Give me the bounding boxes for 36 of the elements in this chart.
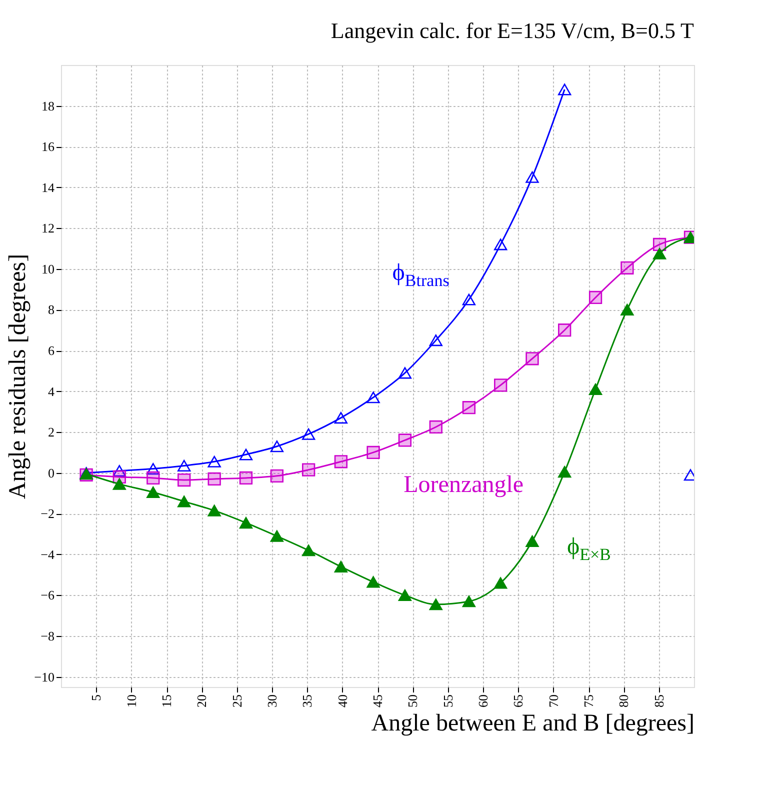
y-tick-label: 6: [48, 343, 55, 358]
x-tick-label: 55: [440, 694, 456, 708]
y-axis-title: Angle residuals [degrees]: [5, 254, 32, 500]
x-tick-label: 10: [124, 694, 139, 708]
y-tick-label: 2: [48, 424, 54, 440]
y-tick-label: 14: [42, 180, 55, 195]
y-tick-label: −8: [40, 628, 54, 644]
x-tick-label: 15: [159, 694, 174, 708]
y-tick-label: −10: [34, 669, 54, 684]
y-tick-label: 10: [42, 261, 54, 276]
x-tick-label: 30: [264, 694, 280, 708]
y-tick-label: 18: [42, 98, 54, 114]
y-tick-label: 8: [48, 302, 54, 318]
y-tick-label: −2: [40, 506, 54, 522]
x-tick-label: 85: [651, 694, 666, 708]
x-axis-title: Angle between E and B [degrees]: [371, 710, 694, 736]
x-tick-label: 65: [510, 694, 526, 708]
x-tick-label: 5: [88, 694, 104, 701]
x-tick-label: 70: [546, 694, 561, 708]
series-label: Lorenzangle: [404, 472, 524, 498]
x-tick-label: 50: [405, 694, 420, 708]
x-tick-label: 60: [476, 694, 490, 708]
x-tick-label: 35: [300, 694, 315, 708]
x-tick-label: 20: [194, 694, 210, 708]
x-tick-label: 45: [370, 694, 385, 708]
y-tick-label: −6: [40, 588, 55, 603]
y-tick-label: 4: [48, 384, 55, 399]
y-tick-label: −4: [40, 546, 55, 562]
x-tick-label: 25: [229, 694, 244, 708]
y-tick-label: 16: [42, 139, 55, 154]
x-tick-label: 40: [334, 694, 350, 708]
y-tick-label: 0: [48, 465, 54, 480]
x-tick-label: 75: [581, 694, 596, 708]
x-tick-label: 80: [616, 694, 632, 708]
chart-title: Langevin calc. for E=135 V/cm, B=0.5 T: [330, 18, 695, 43]
y-tick-label: 12: [42, 220, 54, 236]
